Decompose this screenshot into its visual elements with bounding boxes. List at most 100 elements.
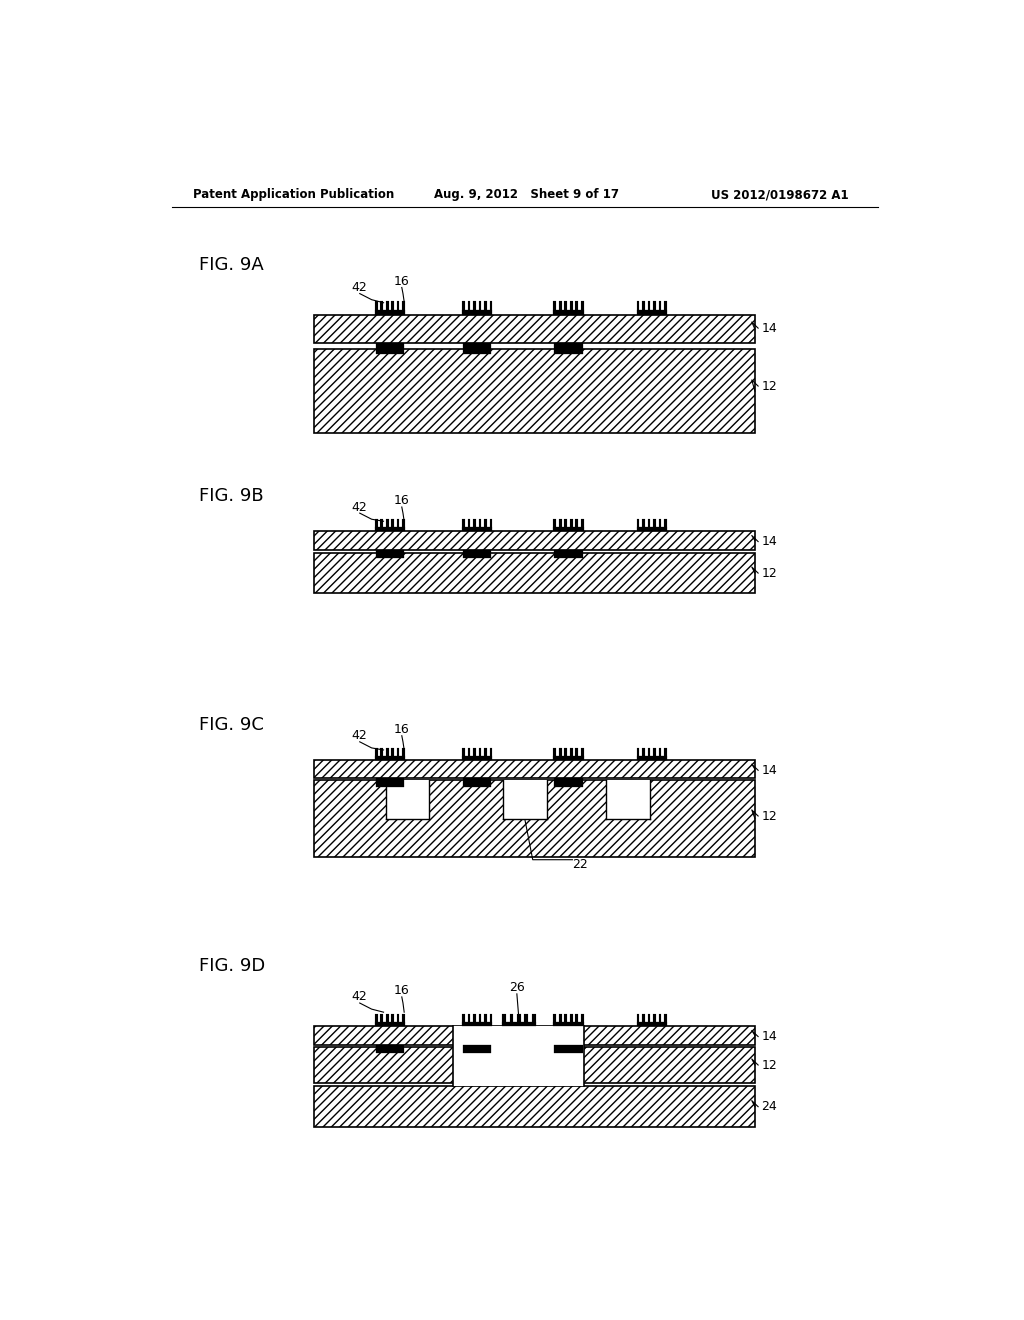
- Bar: [375, 519, 378, 528]
- Bar: [653, 519, 656, 528]
- Text: FIG. 9C: FIG. 9C: [200, 715, 264, 734]
- Bar: [402, 301, 404, 310]
- Bar: [473, 519, 476, 528]
- Bar: [376, 343, 404, 354]
- Bar: [376, 549, 404, 558]
- Bar: [637, 519, 639, 528]
- Bar: [463, 779, 492, 787]
- Bar: [462, 519, 465, 528]
- Text: 16: 16: [394, 723, 410, 737]
- Bar: [569, 301, 572, 310]
- Text: 12: 12: [761, 809, 777, 822]
- Bar: [396, 1014, 399, 1022]
- Bar: [647, 301, 650, 310]
- Bar: [531, 1014, 536, 1022]
- Bar: [564, 748, 567, 756]
- Bar: [489, 1014, 493, 1022]
- Bar: [637, 748, 639, 756]
- Bar: [473, 1014, 476, 1022]
- Bar: [575, 748, 578, 756]
- Bar: [569, 748, 572, 756]
- Bar: [658, 748, 662, 756]
- Bar: [391, 748, 394, 756]
- Bar: [386, 748, 388, 756]
- Bar: [454, 1027, 585, 1086]
- Bar: [314, 1027, 755, 1044]
- Bar: [484, 519, 486, 528]
- Bar: [665, 301, 667, 310]
- Bar: [391, 1014, 394, 1022]
- Bar: [554, 1044, 583, 1053]
- Bar: [564, 519, 567, 528]
- Bar: [314, 553, 755, 594]
- Bar: [554, 779, 583, 787]
- Bar: [478, 748, 481, 756]
- Bar: [386, 1014, 388, 1022]
- Text: 14: 14: [761, 322, 777, 335]
- Bar: [665, 748, 667, 756]
- Bar: [553, 756, 584, 760]
- Bar: [375, 310, 404, 315]
- Bar: [391, 301, 394, 310]
- Bar: [524, 1014, 528, 1022]
- Bar: [314, 1047, 755, 1084]
- Bar: [559, 748, 561, 756]
- Text: FIG. 9B: FIG. 9B: [200, 487, 264, 504]
- Bar: [462, 528, 493, 532]
- Bar: [637, 1022, 667, 1027]
- Bar: [376, 779, 404, 787]
- Bar: [575, 301, 578, 310]
- Bar: [642, 748, 645, 756]
- Text: 12: 12: [761, 380, 777, 392]
- Bar: [314, 532, 755, 549]
- Bar: [478, 519, 481, 528]
- Bar: [484, 301, 486, 310]
- Bar: [376, 1044, 404, 1053]
- Bar: [575, 519, 578, 528]
- Bar: [375, 756, 404, 760]
- Bar: [658, 1014, 662, 1022]
- Text: FIG. 9D: FIG. 9D: [200, 957, 265, 975]
- Text: 26: 26: [509, 981, 524, 994]
- Bar: [637, 528, 667, 532]
- Bar: [380, 1014, 383, 1022]
- Bar: [468, 748, 470, 756]
- Bar: [553, 301, 556, 310]
- Bar: [642, 1014, 645, 1022]
- Bar: [553, 1022, 584, 1027]
- Bar: [653, 1014, 656, 1022]
- Bar: [581, 748, 584, 756]
- Bar: [647, 1014, 650, 1022]
- Bar: [402, 1014, 404, 1022]
- Text: Patent Application Publication: Patent Application Publication: [194, 189, 394, 202]
- Bar: [647, 519, 650, 528]
- Bar: [489, 748, 493, 756]
- Bar: [569, 1014, 572, 1022]
- Bar: [653, 301, 656, 310]
- Text: 12: 12: [761, 566, 777, 579]
- Bar: [665, 1014, 667, 1022]
- Bar: [463, 549, 492, 558]
- Bar: [314, 350, 755, 433]
- Bar: [468, 1014, 470, 1022]
- Bar: [462, 748, 465, 756]
- Bar: [581, 301, 584, 310]
- Bar: [396, 301, 399, 310]
- Bar: [637, 1014, 639, 1022]
- Bar: [653, 748, 656, 756]
- Bar: [402, 519, 404, 528]
- Bar: [581, 1014, 584, 1022]
- Text: Aug. 9, 2012   Sheet 9 of 17: Aug. 9, 2012 Sheet 9 of 17: [433, 189, 618, 202]
- Bar: [637, 301, 639, 310]
- Text: 14: 14: [761, 764, 777, 776]
- Bar: [554, 549, 583, 558]
- Bar: [658, 301, 662, 310]
- Bar: [658, 519, 662, 528]
- Bar: [554, 343, 583, 354]
- Bar: [559, 1014, 561, 1022]
- Bar: [402, 748, 404, 756]
- Bar: [575, 1014, 578, 1022]
- Bar: [385, 780, 429, 818]
- Bar: [314, 315, 755, 343]
- Bar: [553, 1014, 556, 1022]
